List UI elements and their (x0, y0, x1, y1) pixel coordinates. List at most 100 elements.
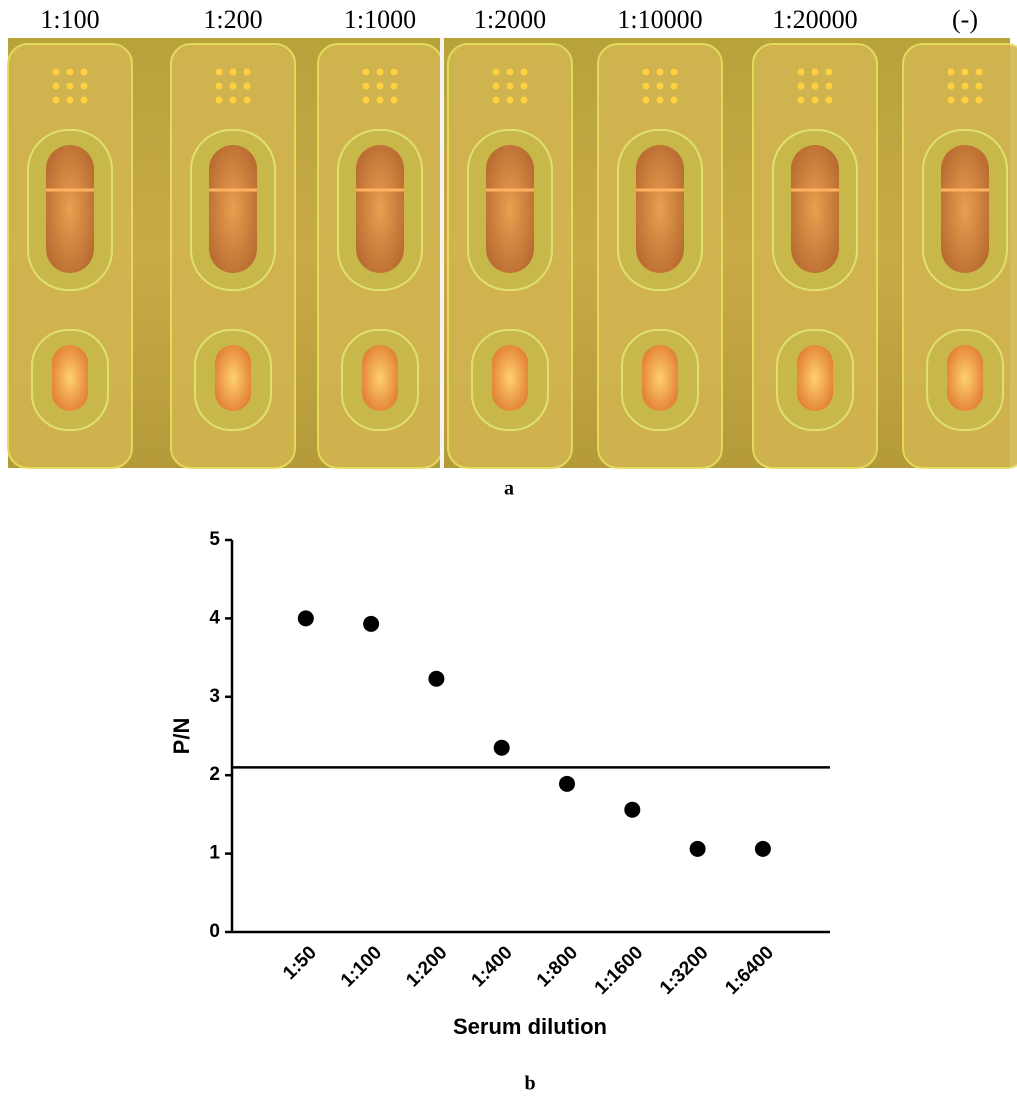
dot (362, 96, 370, 104)
dot (825, 96, 833, 104)
strip-label: 1:10000 (617, 5, 702, 34)
dot (797, 82, 805, 90)
strip-label: 1:20000 (772, 5, 857, 34)
pad (797, 345, 833, 411)
pad (215, 345, 251, 411)
dot (642, 82, 650, 90)
dot (975, 68, 983, 76)
caption-b: b (524, 1073, 535, 1095)
dot (670, 96, 678, 104)
dot (52, 68, 60, 76)
y-axis-label: P/N (169, 718, 194, 755)
dot (80, 96, 88, 104)
dot (80, 82, 88, 90)
dot (229, 96, 237, 104)
y-tick-label: 4 (209, 607, 220, 628)
x-axis-label: Serum dilution (453, 1014, 607, 1039)
x-tick-label: 1:200 (402, 942, 451, 991)
point (754, 840, 771, 857)
dot (506, 96, 514, 104)
dot (80, 68, 88, 76)
point (363, 615, 380, 632)
dot (811, 68, 819, 76)
window (791, 145, 839, 273)
y-tick-label: 5 (209, 529, 220, 550)
dot (215, 82, 223, 90)
dot (66, 96, 74, 104)
dot (825, 68, 833, 76)
x-tick-label: 1:1600 (591, 942, 648, 999)
strip-label: 1:100 (40, 5, 99, 34)
dot (215, 96, 223, 104)
dot (390, 68, 398, 76)
dot (229, 68, 237, 76)
y-tick-label: 1 (209, 843, 220, 864)
dot (229, 82, 237, 90)
dot (362, 68, 370, 76)
dot (656, 68, 664, 76)
dot (492, 82, 500, 90)
x-tick-label: 1:3200 (656, 942, 713, 999)
plot: 0 1 2 3 4 5 1:50 1:100 1:200 1:400 1:800 1:1600 1:32… (169, 529, 830, 1039)
dot (66, 82, 74, 90)
dot (376, 68, 384, 76)
x-tick-label: 1:800 (533, 942, 582, 991)
y-tick-label: 0 (209, 921, 220, 942)
dot (670, 68, 678, 76)
dot (66, 68, 74, 76)
dot (975, 96, 983, 104)
strip-label: (-) (952, 5, 978, 34)
dot (506, 68, 514, 76)
dot (520, 68, 528, 76)
dot (215, 68, 223, 76)
x-tick-label: 1:50 (279, 942, 321, 984)
pad (362, 345, 398, 411)
dot (243, 68, 251, 76)
dot (642, 68, 650, 76)
dot (390, 96, 398, 104)
dot (243, 96, 251, 104)
window (46, 145, 94, 273)
divider (440, 38, 444, 468)
pad (52, 345, 88, 411)
dot (961, 96, 969, 104)
dot (506, 82, 514, 90)
dot (797, 68, 805, 76)
x-tick-label: 1:6400 (721, 942, 778, 999)
strip-label: 1:1000 (344, 5, 416, 34)
dot (670, 82, 678, 90)
y-tick-label: 3 (209, 686, 220, 707)
dot (797, 96, 805, 104)
dot (376, 96, 384, 104)
dot (492, 68, 500, 76)
dot (961, 68, 969, 76)
point (689, 840, 706, 857)
dot (390, 82, 398, 90)
dot (656, 82, 664, 90)
dot (376, 82, 384, 90)
dot (520, 96, 528, 104)
point (297, 610, 314, 627)
dot (811, 82, 819, 90)
pad (492, 345, 528, 411)
pad (642, 345, 678, 411)
window (636, 145, 684, 273)
dot (243, 82, 251, 90)
dot (947, 96, 955, 104)
dot (811, 96, 819, 104)
caption-a: a (504, 478, 514, 500)
dot (961, 82, 969, 90)
point (493, 739, 510, 756)
window (356, 145, 404, 273)
dot (947, 82, 955, 90)
window (486, 145, 534, 273)
dot (947, 68, 955, 76)
dot (642, 96, 650, 104)
dot (825, 82, 833, 90)
window (941, 145, 989, 273)
dot (520, 82, 528, 90)
photo-panel (7, 38, 1017, 469)
dot (52, 82, 60, 90)
strip-label: 1:200 (203, 5, 262, 34)
